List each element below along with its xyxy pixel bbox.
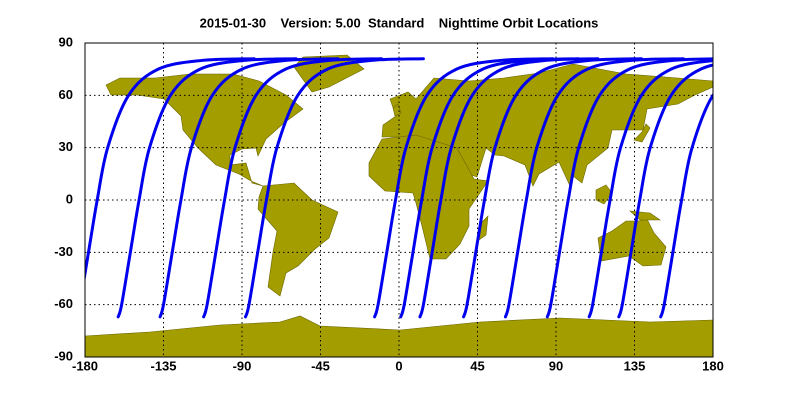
chart-title: 2015-01-30 Version: 5.00 Standard Nightt… <box>200 15 599 30</box>
orbit-track <box>116 57 298 319</box>
orbit-track <box>462 57 643 319</box>
x-tick-label: 180 <box>702 358 724 373</box>
borneo <box>595 184 613 205</box>
y-tick-label: 60 <box>59 87 73 102</box>
orbit-track <box>373 57 555 319</box>
orbit-track <box>545 57 713 319</box>
y-tick-label: 30 <box>59 139 73 154</box>
orbit-track <box>587 59 713 319</box>
orbit-track <box>418 57 600 319</box>
x-tick-label: -180 <box>72 358 98 373</box>
orbit-track <box>202 57 384 319</box>
eurasia <box>381 63 713 187</box>
orbit-track <box>158 57 340 319</box>
japan <box>633 123 651 143</box>
orbit-track <box>617 63 713 319</box>
orbit-tracks <box>85 57 713 319</box>
orbit-track <box>243 57 425 319</box>
x-tick-label: 135 <box>624 358 646 373</box>
x-tick-label: 45 <box>470 358 484 373</box>
orbit-track <box>85 57 256 283</box>
y-tick-label: -30 <box>54 244 73 259</box>
x-tick-label: -90 <box>233 358 252 373</box>
x-tick-label: -135 <box>150 358 176 373</box>
x-tick-label: -45 <box>311 358 330 373</box>
orbit-track <box>659 92 713 319</box>
x-tick-label: 90 <box>549 358 563 373</box>
y-tick-label: 0 <box>66 191 73 206</box>
x-tick-label: 0 <box>395 358 402 373</box>
y-tick-label: -60 <box>54 296 73 311</box>
plot-frame <box>84 42 714 358</box>
y-tick-label: 90 <box>59 34 73 49</box>
orbit-track <box>399 57 581 319</box>
axis-labels: -180 -135 -90 -45 0 45 90 135 180 -90 -60 -30 0 30 60 9… <box>54 34 724 373</box>
y-tick-label: -90 <box>54 348 73 363</box>
orbit-track <box>503 57 685 319</box>
north-america <box>105 73 304 187</box>
